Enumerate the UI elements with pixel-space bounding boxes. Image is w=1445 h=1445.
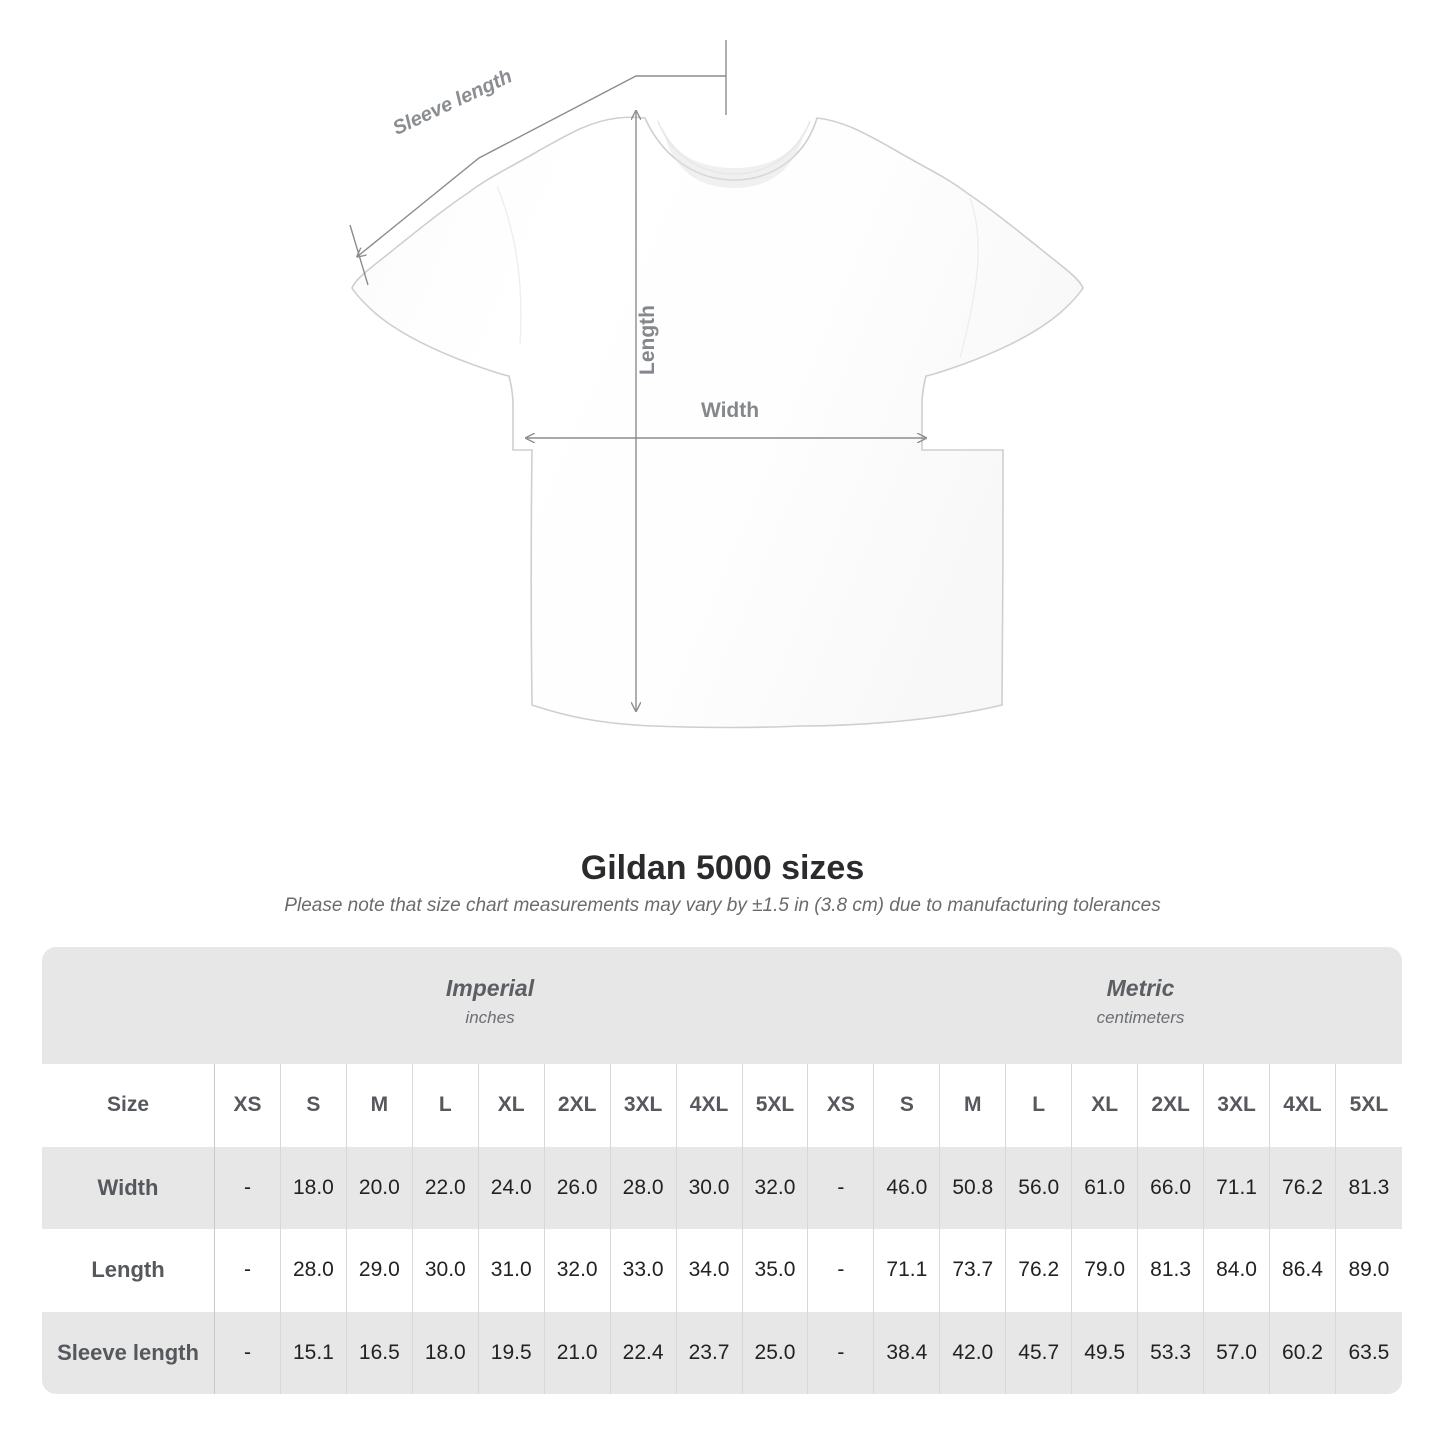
svg-text:Length: Length bbox=[636, 305, 659, 375]
svg-text:Width: Width bbox=[701, 399, 759, 422]
svg-text:Sleeve length: Sleeve length bbox=[389, 65, 515, 139]
